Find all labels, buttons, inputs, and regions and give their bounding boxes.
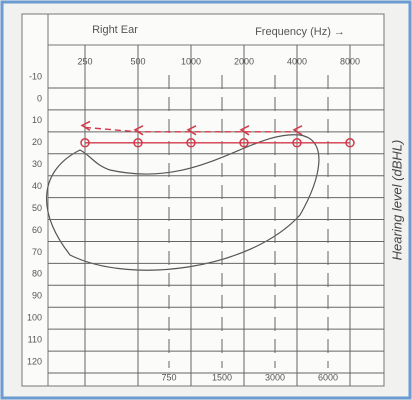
data-point: [80, 120, 91, 132]
x-minor-tick-label: 3000: [265, 372, 285, 382]
data-point: [292, 138, 302, 148]
y-tick-label: 20: [32, 137, 42, 147]
data-point: [239, 125, 250, 136]
x-minor-tick-label: 6000: [318, 372, 338, 382]
data-point: [239, 138, 249, 148]
y-tick-label: 120: [27, 356, 42, 366]
series-line: [84, 126, 297, 133]
y-tick-label: 70: [32, 247, 42, 257]
speech-banana: [46, 134, 320, 271]
data-point: [186, 125, 197, 136]
y-tick-label: 10: [32, 115, 42, 125]
y-axis-label: Hearing level (dBHL): [389, 140, 404, 261]
data-point: [133, 138, 143, 148]
y-tick-label: -10: [29, 71, 42, 81]
y-tick-label: 60: [32, 225, 42, 235]
y-tick-label: 110: [28, 334, 42, 344]
data-point: [80, 138, 90, 148]
data-point: [133, 125, 144, 136]
y-tick-label: 100: [27, 313, 42, 323]
data-point: [292, 125, 303, 136]
y-tick-label: 80: [32, 269, 42, 279]
data-point: [345, 138, 355, 148]
y-tick-label: 40: [32, 181, 42, 191]
grid-sheet: [21, 13, 385, 387]
data-point: [186, 138, 196, 148]
y-tick-label: 0: [37, 93, 42, 103]
y-tick-label: 50: [32, 203, 42, 213]
x-minor-tick-label: 1500: [212, 372, 232, 382]
y-tick-label: 30: [32, 159, 42, 169]
y-tick-label: 90: [32, 291, 42, 301]
x-axis-label: Frequency (Hz) →: [255, 26, 345, 38]
chart-title: Right Ear: [92, 24, 138, 36]
x-minor-tick-label: 750: [161, 372, 176, 382]
